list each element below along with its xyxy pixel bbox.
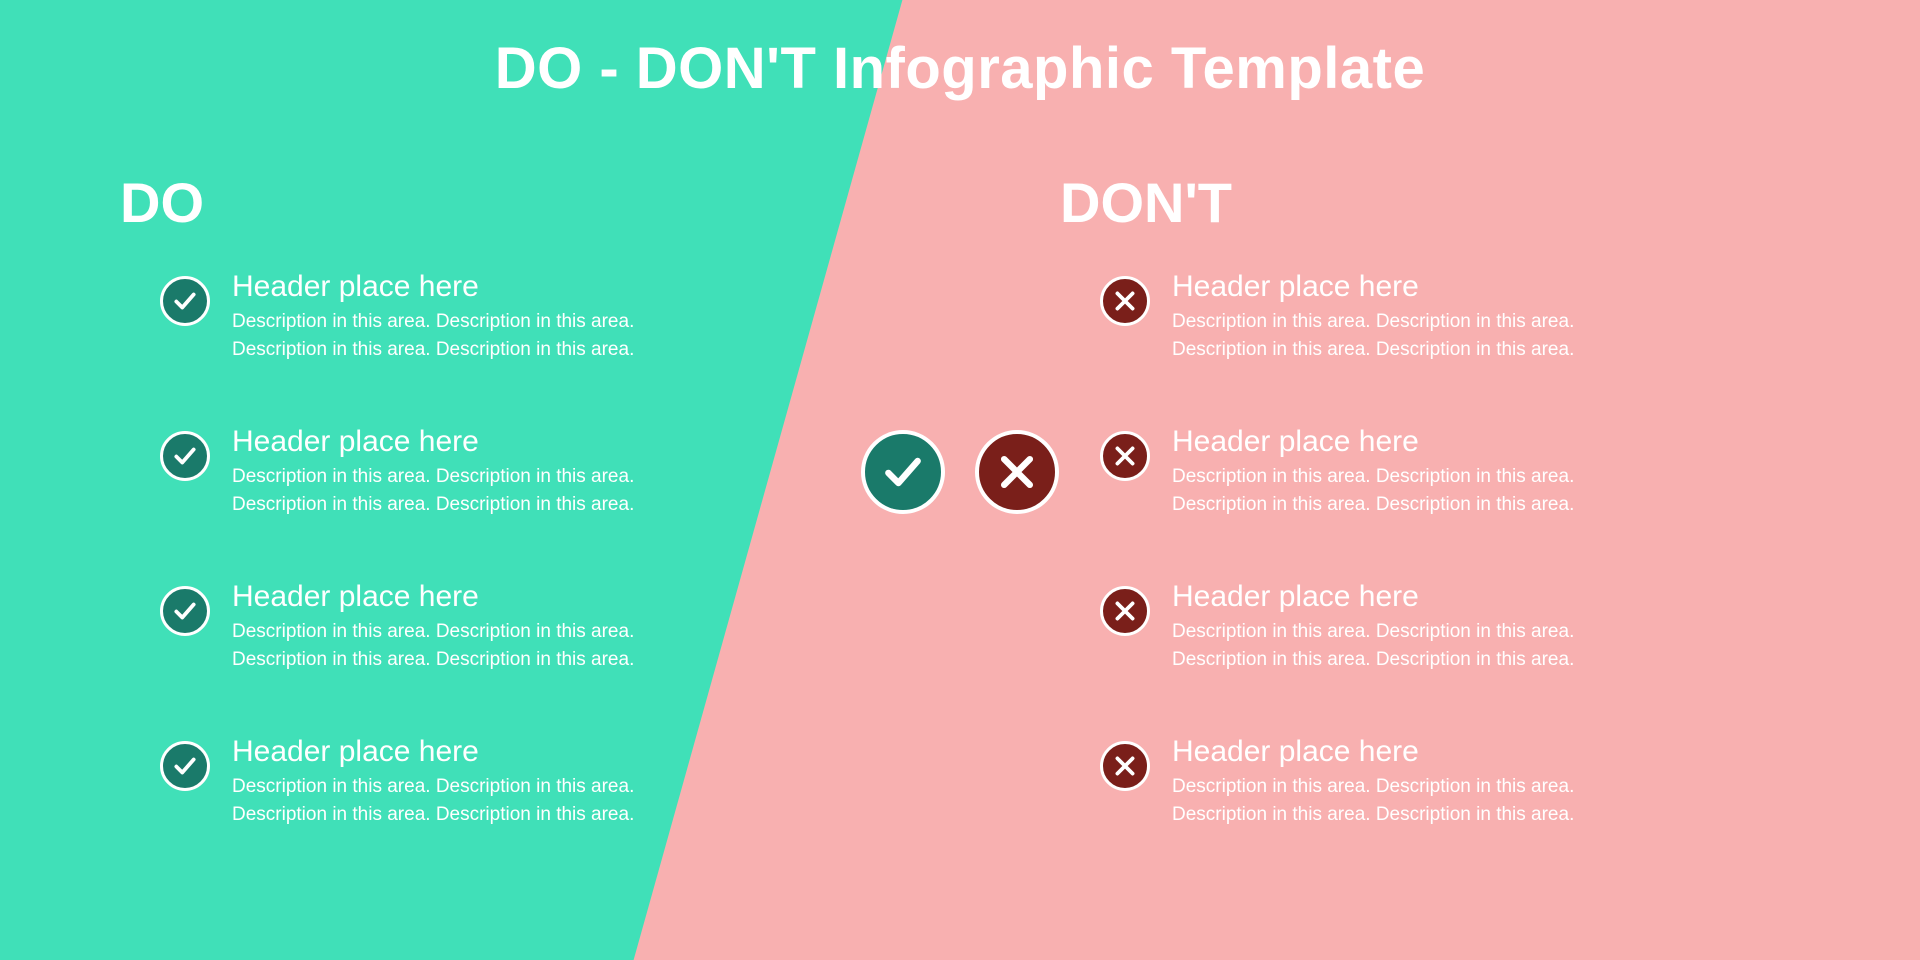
item-header: Header place here xyxy=(232,580,634,614)
item-header: Header place here xyxy=(1172,425,1574,459)
check-icon xyxy=(160,741,210,791)
item-description: Description in this area. Description in… xyxy=(1172,773,1574,828)
item-header: Header place here xyxy=(1172,580,1574,614)
list-item: Header place here Description in this are… xyxy=(1100,735,1720,828)
list-item: Header place here Description in this are… xyxy=(160,580,780,673)
list-item: Header place here Description in this are… xyxy=(1100,580,1720,673)
item-text: Header place here Description in this are… xyxy=(232,735,634,828)
item-text: Header place here Description in this are… xyxy=(232,580,634,673)
item-text: Header place here Description in this are… xyxy=(1172,580,1574,673)
check-icon xyxy=(160,431,210,481)
item-description: Description in this area. Description in… xyxy=(232,618,634,673)
item-description: Description in this area. Description in… xyxy=(1172,618,1574,673)
cross-icon xyxy=(1100,276,1150,326)
cross-icon xyxy=(975,430,1059,514)
list-item: Header place here Description in this are… xyxy=(160,270,780,363)
item-header: Header place here xyxy=(232,270,634,304)
item-header: Header place here xyxy=(232,735,634,769)
list-item: Header place here Description in this are… xyxy=(160,425,780,518)
item-text: Header place here Description in this are… xyxy=(232,425,634,518)
infographic-canvas: DO - DON'T Infographic Template DO DON'T… xyxy=(0,0,1920,960)
item-description: Description in this area. Description in… xyxy=(232,463,634,518)
cross-icon xyxy=(1100,431,1150,481)
check-icon xyxy=(160,586,210,636)
item-description: Description in this area. Description in… xyxy=(1172,463,1574,518)
list-item: Header place here Description in this are… xyxy=(160,735,780,828)
item-header: Header place here xyxy=(232,425,634,459)
cross-icon xyxy=(1100,586,1150,636)
list-item: Header place here Description in this are… xyxy=(1100,425,1720,518)
item-description: Description in this area. Description in… xyxy=(232,773,634,828)
item-text: Header place here Description in this are… xyxy=(1172,735,1574,828)
do-column: Header place here Description in this are… xyxy=(160,270,780,890)
check-icon xyxy=(861,430,945,514)
item-header: Header place here xyxy=(1172,735,1574,769)
item-text: Header place here Description in this are… xyxy=(1172,270,1574,363)
item-text: Header place here Description in this are… xyxy=(232,270,634,363)
main-title: DO - DON'T Infographic Template xyxy=(0,35,1920,102)
item-text: Header place here Description in this are… xyxy=(1172,425,1574,518)
item-description: Description in this area. Description in… xyxy=(1172,308,1574,363)
list-item: Header place here Description in this are… xyxy=(1100,270,1720,363)
do-heading: DO xyxy=(120,170,204,235)
cross-icon xyxy=(1100,741,1150,791)
dont-column: Header place here Description in this are… xyxy=(1100,270,1720,890)
center-badges xyxy=(861,430,1059,514)
check-icon xyxy=(160,276,210,326)
dont-heading: DON'T xyxy=(1060,170,1232,235)
item-description: Description in this area. Description in… xyxy=(232,308,634,363)
item-header: Header place here xyxy=(1172,270,1574,304)
